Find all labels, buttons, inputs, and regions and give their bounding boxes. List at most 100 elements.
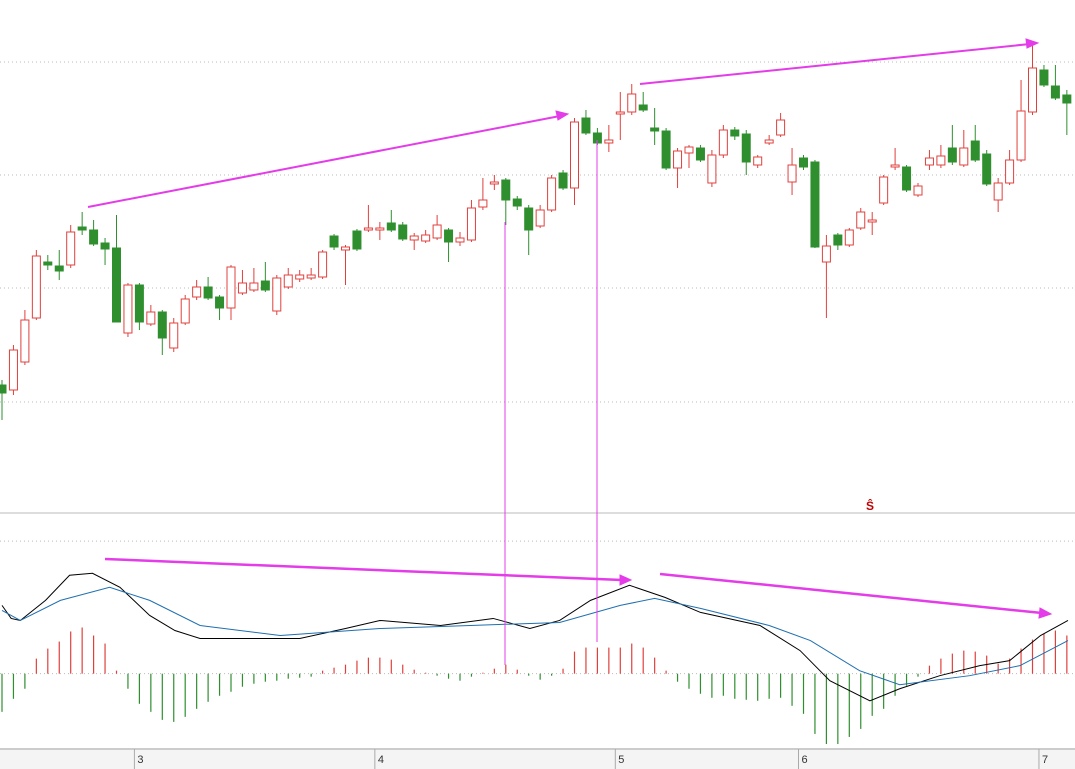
candle-body bbox=[753, 156, 763, 166]
candle-body bbox=[867, 219, 877, 223]
candle-body bbox=[604, 139, 614, 144]
arrow-head bbox=[555, 110, 570, 121]
candle-body bbox=[844, 229, 854, 246]
candle-body bbox=[306, 274, 316, 279]
candle-body bbox=[123, 284, 133, 334]
candle-body bbox=[673, 150, 683, 169]
candle-body bbox=[146, 311, 156, 325]
candle-body bbox=[581, 117, 591, 134]
candle-body bbox=[283, 274, 293, 288]
candle-body bbox=[20, 319, 30, 363]
candle-body bbox=[169, 322, 179, 349]
candle-body bbox=[54, 265, 64, 272]
candle-body bbox=[799, 157, 808, 168]
candle-body bbox=[386, 222, 396, 231]
indicator-line bbox=[1, 572, 1069, 702]
candle-body bbox=[215, 296, 225, 309]
candle-body bbox=[970, 140, 980, 161]
candle-body bbox=[947, 147, 957, 163]
candle-body bbox=[478, 199, 488, 208]
signal-marker: Ŝ bbox=[866, 498, 874, 513]
candle-body bbox=[192, 286, 202, 298]
candle-body bbox=[77, 226, 87, 231]
candle-body bbox=[638, 104, 648, 111]
candle-body bbox=[913, 185, 923, 196]
candle-body bbox=[249, 282, 259, 291]
candle-body bbox=[421, 234, 431, 242]
candle-body bbox=[1062, 94, 1072, 104]
candle-body bbox=[352, 230, 362, 250]
candle-body bbox=[43, 261, 53, 266]
indicator-line bbox=[1, 586, 1069, 686]
candle-body bbox=[237, 282, 247, 294]
candle-body bbox=[8, 349, 18, 391]
candle-body bbox=[879, 176, 889, 204]
candle-body bbox=[432, 224, 442, 239]
candle-body bbox=[741, 133, 751, 163]
candle-body bbox=[134, 284, 144, 323]
x-tick-label: 6 bbox=[802, 754, 808, 766]
candle-body bbox=[695, 147, 705, 161]
candle-body bbox=[730, 129, 740, 137]
candle-body bbox=[982, 153, 992, 185]
candle-body bbox=[535, 209, 545, 227]
candle-body bbox=[627, 93, 637, 113]
candle-body bbox=[821, 245, 831, 263]
candle-body bbox=[1050, 85, 1060, 99]
candle-body bbox=[902, 166, 912, 191]
candle-body bbox=[764, 139, 774, 144]
candle-body bbox=[650, 127, 660, 132]
candle-body bbox=[615, 111, 625, 115]
trend-arrow bbox=[87, 115, 561, 208]
candle-body bbox=[66, 231, 76, 266]
candle-body bbox=[501, 179, 511, 201]
candle-body bbox=[112, 247, 121, 323]
candle-body bbox=[570, 121, 579, 189]
candle-body bbox=[226, 266, 236, 309]
candle-body bbox=[1028, 67, 1037, 113]
candle-body bbox=[89, 229, 99, 245]
candle-body bbox=[455, 237, 465, 243]
candle-body bbox=[31, 255, 41, 319]
annotation-arrows bbox=[87, 38, 1053, 665]
candle-body bbox=[363, 227, 373, 231]
arrow-head bbox=[1025, 38, 1040, 49]
arrow-head bbox=[619, 574, 633, 586]
candle-body bbox=[856, 211, 866, 229]
candle-body bbox=[1005, 159, 1015, 184]
candle-body bbox=[776, 119, 786, 136]
x-axis-band bbox=[0, 750, 1075, 769]
candle-body bbox=[718, 129, 728, 156]
x-tick-label: 7 bbox=[1042, 754, 1048, 766]
candle-body bbox=[295, 274, 305, 280]
candle-body bbox=[341, 246, 350, 251]
candle-body bbox=[512, 198, 522, 207]
trend-arrow bbox=[659, 572, 1043, 615]
x-tick-label: 4 bbox=[378, 754, 384, 766]
candle-body bbox=[558, 172, 568, 189]
candle-body bbox=[489, 181, 499, 185]
candle-body bbox=[409, 235, 419, 241]
candle-body bbox=[444, 229, 454, 243]
x-tick-label: 3 bbox=[137, 754, 143, 766]
candle-body bbox=[466, 207, 476, 241]
candle-body bbox=[524, 207, 534, 231]
candle-body bbox=[707, 154, 717, 184]
candle-body bbox=[993, 182, 1003, 201]
candle-body bbox=[924, 157, 934, 166]
candle-body bbox=[661, 130, 671, 169]
candle-body bbox=[936, 155, 946, 166]
candle-body bbox=[318, 251, 328, 278]
candle-body bbox=[1016, 110, 1026, 161]
trend-arrow bbox=[639, 43, 1031, 85]
trend-arrow bbox=[104, 557, 623, 582]
candle-body bbox=[100, 242, 110, 250]
candle-body bbox=[260, 280, 270, 291]
candle-body bbox=[0, 384, 7, 394]
candle-body bbox=[203, 286, 213, 299]
candle-body bbox=[547, 177, 557, 211]
candle-body bbox=[375, 227, 385, 231]
